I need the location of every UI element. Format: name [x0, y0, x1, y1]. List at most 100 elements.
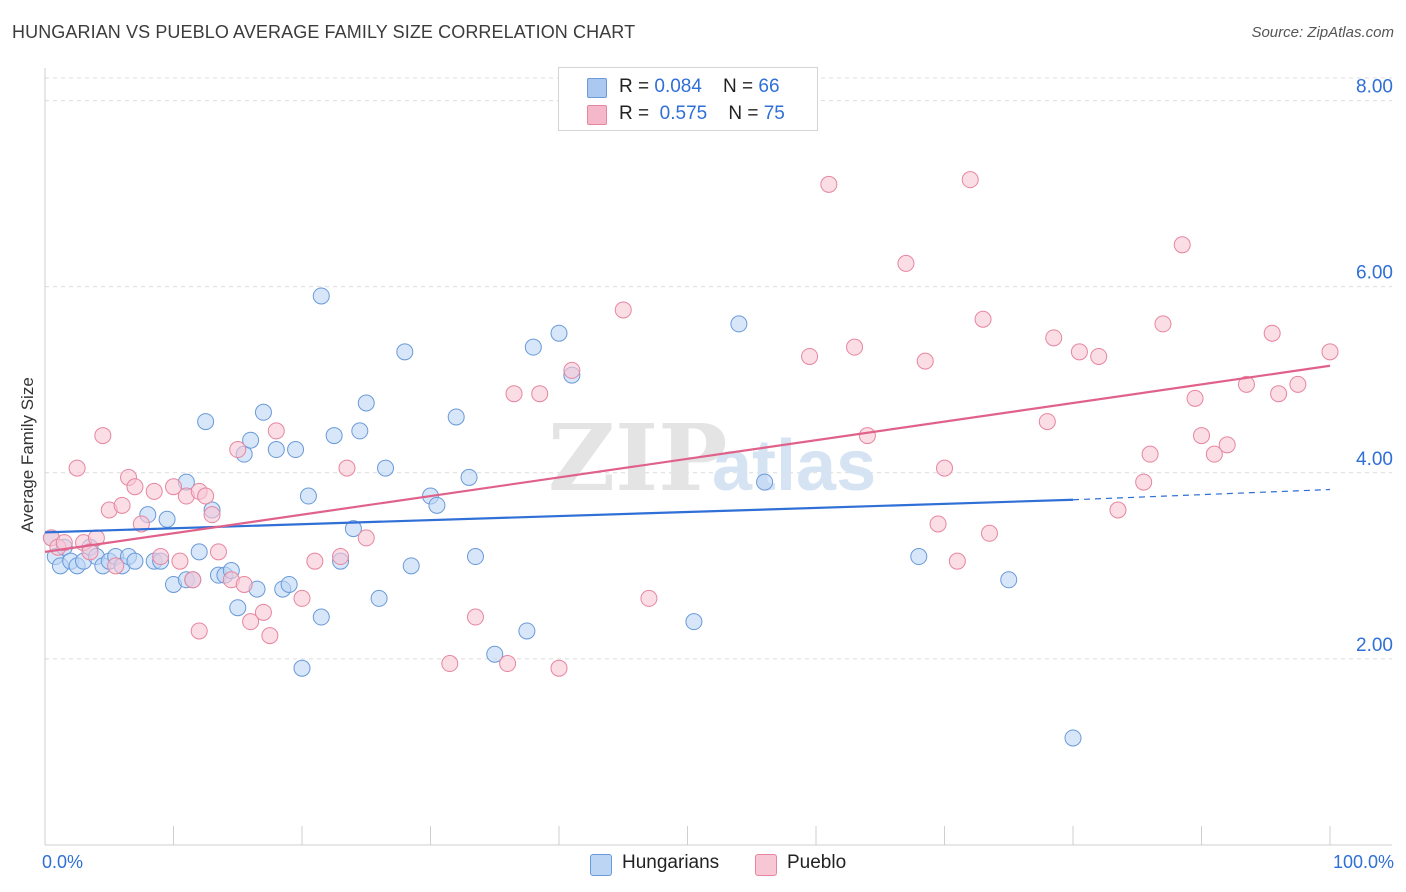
y-tick-label: 6.00 [1356, 263, 1393, 284]
legend-n-label: N = [728, 103, 764, 124]
point-pueblo [1141, 445, 1159, 463]
point-pueblo [531, 385, 549, 403]
point-pueblo [357, 529, 375, 547]
trend-layer [44, 364, 1331, 553]
point-pueblo [820, 175, 838, 193]
point-hungarians [370, 589, 388, 607]
point-hungarians [1000, 571, 1018, 589]
point-pueblo [441, 655, 459, 673]
point-hungarians [312, 608, 330, 626]
point-hungarians [325, 427, 343, 445]
point-hungarians [685, 613, 703, 631]
y-axis-label: Average Family Size [18, 377, 37, 533]
legend-r-label: R = [619, 103, 655, 124]
point-pueblo [81, 543, 99, 561]
point-pueblo [254, 603, 272, 621]
point-hungarians [267, 441, 285, 459]
point-pueblo [190, 622, 208, 640]
point-pueblo [846, 338, 864, 356]
point-pueblo [961, 171, 979, 189]
legend-swatch-hungarians [590, 854, 612, 876]
point-hungarians [377, 459, 395, 477]
point-hungarians [357, 394, 375, 412]
point-hungarians [190, 543, 208, 561]
point-hungarians [280, 575, 298, 593]
point-pueblo [197, 487, 215, 505]
trendline-pueblo [44, 364, 1331, 553]
point-pueblo [1090, 347, 1108, 365]
point-pueblo [242, 613, 260, 631]
y-tick-label: 2.00 [1356, 635, 1393, 656]
point-pueblo [1045, 329, 1063, 347]
point-hungarians [126, 552, 144, 570]
point-hungarians [402, 557, 420, 575]
point-pueblo [267, 422, 285, 440]
source-label: Source: ZipAtlas.com [1251, 24, 1394, 41]
point-pueblo [1289, 375, 1307, 393]
point-pueblo [929, 515, 947, 533]
point-pueblo [640, 589, 658, 607]
point-pueblo [1173, 236, 1191, 254]
point-pueblo [974, 310, 992, 328]
point-pueblo [1186, 389, 1204, 407]
legend-r-label: R = [619, 76, 655, 97]
legend-r-value: 0.575 [659, 103, 708, 124]
point-pueblo [936, 459, 953, 477]
point-pueblo [916, 352, 934, 370]
point-hungarians [486, 645, 504, 663]
y-tick-label: 8.00 [1356, 77, 1393, 98]
point-pueblo [306, 552, 324, 570]
point-pueblo [152, 548, 170, 566]
point-pueblo [550, 659, 568, 677]
point-pueblo [113, 496, 131, 514]
point-hungarians [460, 468, 478, 486]
point-pueblo [235, 575, 253, 593]
point-hungarians [351, 422, 369, 440]
point-hungarians [730, 315, 748, 333]
legend-label-hungarians: Hungarians [622, 852, 720, 873]
legend-swatch-hungarians [587, 78, 607, 98]
point-pueblo [55, 534, 73, 552]
point-pueblo [94, 427, 112, 445]
legend-swatch-pueblo [755, 854, 777, 876]
point-hungarians [756, 473, 774, 491]
point-pueblo [1321, 343, 1339, 361]
point-hungarians [447, 408, 465, 426]
point-pueblo [466, 608, 484, 626]
legend-label-pueblo: Pueblo [787, 852, 847, 873]
point-pueblo [203, 506, 221, 524]
point-hungarians [344, 520, 362, 538]
x-tick-label-min: 0.0% [42, 852, 84, 872]
point-hungarians [550, 324, 568, 342]
point-pueblo [1038, 413, 1056, 431]
point-pueblo [897, 254, 915, 272]
point-hungarians [466, 548, 484, 566]
point-pueblo [145, 482, 163, 500]
point-hungarians [396, 343, 414, 361]
point-pueblo [980, 524, 998, 542]
point-pueblo [293, 589, 311, 607]
point-hungarians [254, 403, 272, 421]
point-pueblo [171, 552, 189, 570]
point-pueblo [1270, 385, 1288, 403]
point-pueblo [948, 552, 966, 570]
legend-r-value: 0.084 [654, 76, 702, 97]
point-pueblo [107, 557, 125, 575]
point-hungarians [312, 287, 330, 305]
point-hungarians [299, 487, 317, 505]
point-pueblo [332, 548, 350, 566]
legend-n-value: 66 [758, 76, 780, 97]
legend-n-label: N = [723, 76, 759, 97]
point-hungarians [524, 338, 542, 356]
point-pueblo [68, 459, 86, 477]
legend-n-value: 75 [763, 103, 785, 124]
point-hungarians [197, 413, 215, 431]
point-pueblo [338, 459, 356, 477]
point-pueblo [1135, 473, 1153, 491]
point-pueblo [1218, 436, 1236, 454]
point-hungarians [158, 510, 176, 528]
point-pueblo [563, 361, 581, 379]
point-pueblo [1237, 375, 1255, 393]
legend-swatch-pueblo [587, 105, 607, 125]
point-pueblo [126, 478, 144, 496]
